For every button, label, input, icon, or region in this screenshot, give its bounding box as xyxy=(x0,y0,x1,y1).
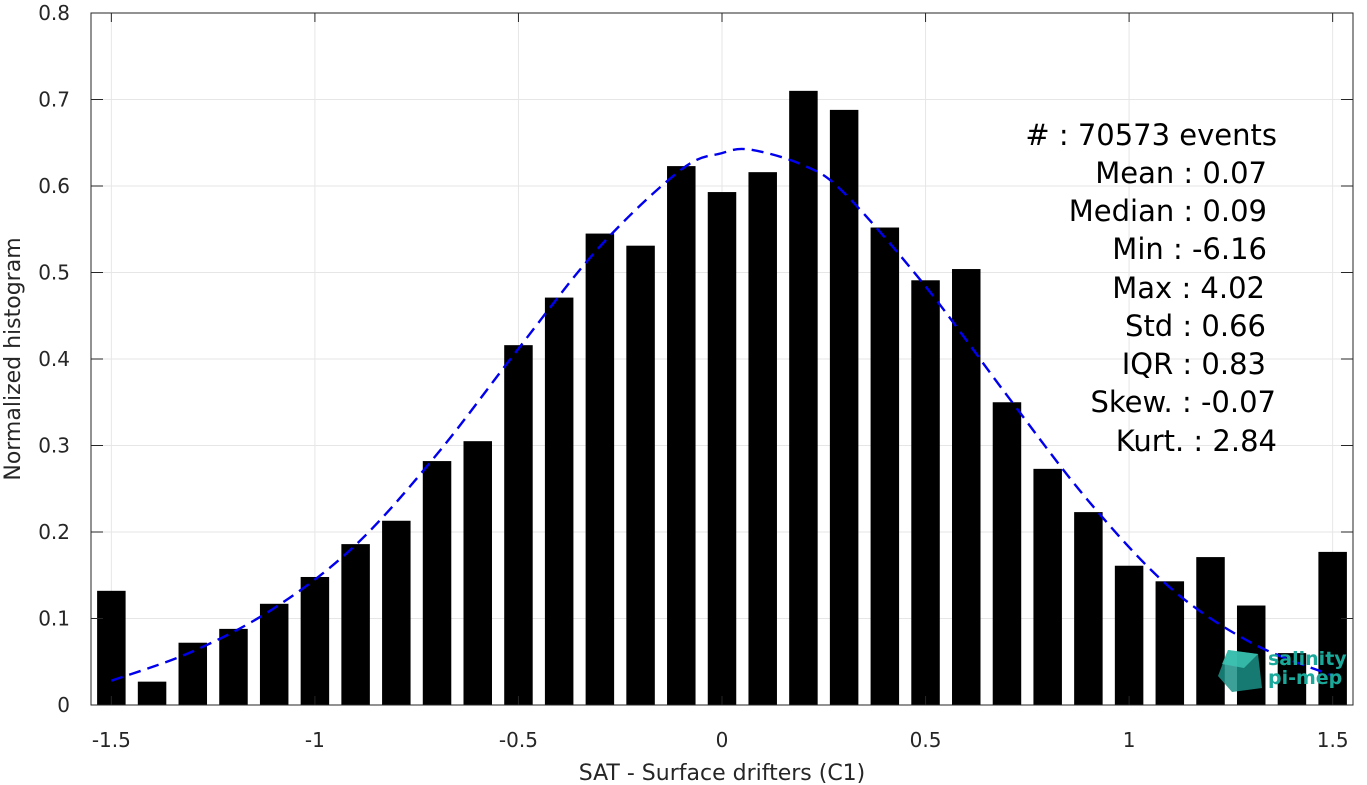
histogram-bar xyxy=(259,603,289,705)
x-tick-label: 1 xyxy=(1123,728,1136,752)
x-tick-label: -1.5 xyxy=(92,728,131,752)
stat-events: # : 70573 events xyxy=(1025,118,1277,152)
axes xyxy=(91,12,1353,706)
histogram-bar xyxy=(422,461,452,705)
histogram-bar xyxy=(1033,468,1062,705)
histogram-bar xyxy=(911,280,940,705)
histogram-bar xyxy=(870,227,900,705)
stat-max: Max : 4.02 xyxy=(1112,271,1265,305)
histogram-bar xyxy=(952,269,981,705)
histogram-bar xyxy=(1196,557,1225,705)
histogram-bar xyxy=(300,576,330,705)
y-tick-label: 0.6 xyxy=(38,174,70,198)
y-tick-label: 0 xyxy=(57,693,70,717)
stat-std: Std : 0.66 xyxy=(1125,309,1266,343)
y-tick-label: 0.5 xyxy=(38,261,70,285)
y-tick-label: 0.4 xyxy=(38,347,70,371)
stat-iqr: IQR : 0.83 xyxy=(1122,347,1266,381)
histogram-bar xyxy=(137,681,167,705)
logo-text-line2: pi-mep xyxy=(1268,667,1342,689)
stat-min: Min : -6.16 xyxy=(1112,232,1267,266)
histogram-bar xyxy=(382,520,411,705)
x-tick-label: 0.5 xyxy=(910,728,942,752)
fit-curve-dashed xyxy=(110,147,1334,682)
y-tick-label: 0.2 xyxy=(38,520,70,544)
histogram-bar xyxy=(1155,581,1185,705)
y-tick-label: 0.7 xyxy=(38,88,70,112)
y-tick-label: 0.1 xyxy=(38,607,70,631)
x-tick-label: 1.5 xyxy=(1317,728,1349,752)
y-tick-label: 0.3 xyxy=(38,434,70,458)
histogram-bar xyxy=(707,192,737,705)
y-tick-label: 0.8 xyxy=(38,1,70,25)
salinity-pi-mep-logo: salinity pi-mep xyxy=(1218,648,1347,692)
histogram-bar xyxy=(585,233,615,705)
histogram-bar xyxy=(219,628,248,705)
histogram-bar xyxy=(626,245,655,705)
histogram-bar xyxy=(1277,653,1307,705)
histogram-bar xyxy=(1318,551,1347,705)
histogram-bar xyxy=(667,166,696,706)
logo-text-line1: salinity xyxy=(1268,648,1347,670)
stat-skew: Skew. : -0.07 xyxy=(1090,385,1276,419)
x-tick-labels: -1.5 -1 -0.5 0 0.5 1 1.5 xyxy=(92,728,1349,752)
histogram-bar xyxy=(789,90,818,706)
y-axis-label: Normalized histogram xyxy=(1,237,26,480)
histogram-bar xyxy=(829,109,859,705)
histogram-bar xyxy=(97,590,126,705)
histogram-bar xyxy=(544,297,574,705)
x-tick-label: -1 xyxy=(305,728,325,752)
histogram-bar xyxy=(504,345,533,705)
histogram-bars xyxy=(97,90,1347,706)
stat-kurt: Kurt. : 2.84 xyxy=(1116,424,1277,458)
logo-cube-facet xyxy=(1222,650,1258,668)
histogram-bar xyxy=(341,544,370,705)
histogram-bar xyxy=(992,402,1022,705)
histogram-bar xyxy=(748,172,777,705)
stat-median: Median : 0.09 xyxy=(1069,194,1267,228)
stats-annotation: # : 70573 events Mean : 0.07 Median : 0.… xyxy=(1025,118,1277,458)
histogram-bar xyxy=(1114,565,1144,705)
x-tick-label: 0 xyxy=(716,728,729,752)
histogram-bar xyxy=(463,441,492,705)
histogram-bar xyxy=(178,642,208,705)
stat-mean: Mean : 0.07 xyxy=(1095,156,1267,190)
x-tick-label: -0.5 xyxy=(499,728,538,752)
x-axis-label: SAT - Surface drifters (C1) xyxy=(579,761,866,785)
histogram-bar xyxy=(1074,512,1103,705)
y-tick-labels: 0 0.1 0.2 0.3 0.4 0.5 0.6 0.7 0.8 xyxy=(38,1,70,717)
